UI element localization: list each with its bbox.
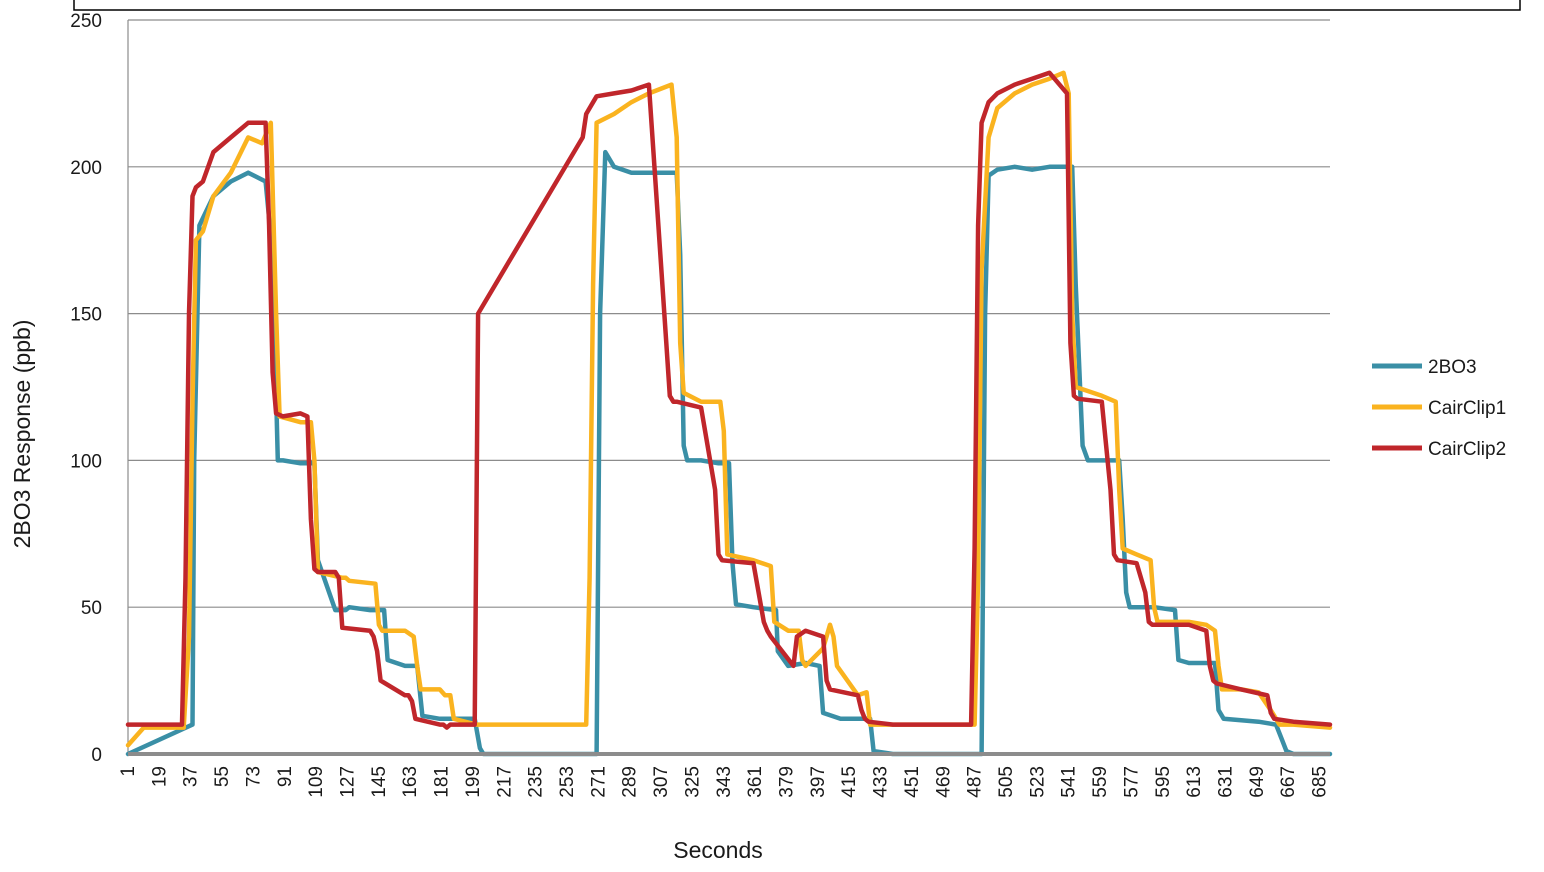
x-tick-label: 55 — [212, 766, 233, 787]
x-tick-label: 181 — [432, 766, 453, 798]
x-tick-label: 541 — [1059, 766, 1080, 798]
x-tick-label: 433 — [871, 766, 892, 798]
x-tick-label: 469 — [933, 766, 954, 798]
x-tick-label: 505 — [996, 766, 1017, 798]
series-line-cairclip1 — [125, 70, 1333, 748]
x-tick-label: 289 — [620, 766, 641, 798]
x-tick-label: 379 — [777, 766, 798, 798]
x-tick-label: 613 — [1184, 766, 1205, 798]
x-tick-label: 415 — [839, 766, 860, 798]
x-tick-label: 109 — [306, 766, 327, 798]
x-tick-label: 685 — [1310, 766, 1331, 798]
x-tick-label: 577 — [1121, 766, 1142, 798]
x-tick-label: 649 — [1247, 766, 1268, 798]
x-tick-label: 73 — [243, 766, 264, 787]
x-tick-label: 1 — [118, 766, 139, 777]
x-axis-title: Seconds — [673, 837, 763, 863]
x-tick-label: 325 — [682, 766, 703, 798]
x-tick-label: 307 — [651, 766, 672, 798]
y-tick-label: 250 — [70, 11, 102, 32]
y-tick-label: 150 — [70, 305, 102, 326]
series-line-2bo3 — [125, 149, 1333, 757]
x-tick-label: 361 — [745, 766, 766, 798]
y-tick-label: 100 — [70, 451, 102, 472]
x-tick-label: 343 — [714, 766, 735, 798]
x-tick-label: 595 — [1153, 766, 1174, 798]
top-border-frame — [73, 0, 1521, 11]
x-tick-label: 91 — [275, 766, 296, 787]
series-layer — [125, 70, 1333, 757]
x-tick-label: 37 — [181, 766, 202, 787]
x-tick-label: 523 — [1027, 766, 1048, 798]
x-tick-label: 487 — [965, 766, 986, 798]
legend-label: CairClip1 — [1428, 398, 1506, 419]
legend-label: CairClip2 — [1428, 439, 1506, 460]
x-tick-label: 253 — [557, 766, 578, 798]
x-tick-label: 397 — [808, 766, 829, 798]
y-axis-ticks: 0 50 100 150 200 250 — [70, 11, 102, 766]
x-tick-label: 559 — [1090, 766, 1111, 798]
x-tick-label: 667 — [1278, 766, 1299, 798]
series-line-cairclip2 — [125, 70, 1333, 730]
x-tick-label: 19 — [149, 766, 170, 787]
x-tick-label: 271 — [588, 766, 609, 798]
x-tick-label: 451 — [902, 766, 923, 798]
x-tick-label: 163 — [400, 766, 421, 798]
y-tick-label: 0 — [91, 745, 102, 766]
x-tick-label: 235 — [526, 766, 547, 798]
x-tick-label: 217 — [494, 766, 515, 798]
legend: 2BO3 CairClip1 CairClip2 — [1372, 357, 1506, 460]
x-tick-label: 631 — [1216, 766, 1237, 798]
x-tick-label: 127 — [338, 766, 359, 798]
x-tick-label: 199 — [463, 766, 484, 798]
x-axis-ticks: 1 19 37 55 73 91 109 127 145 163 181 199 217 235 253 27… — [118, 766, 1331, 798]
y-tick-label: 200 — [70, 158, 102, 179]
y-tick-label: 50 — [81, 598, 102, 619]
x-tick-label: 145 — [369, 766, 390, 798]
gridlines — [127, 19, 1330, 754]
legend-label: 2BO3 — [1428, 357, 1477, 378]
y-axis-title: 2BO3 Response (ppb) — [9, 320, 35, 549]
